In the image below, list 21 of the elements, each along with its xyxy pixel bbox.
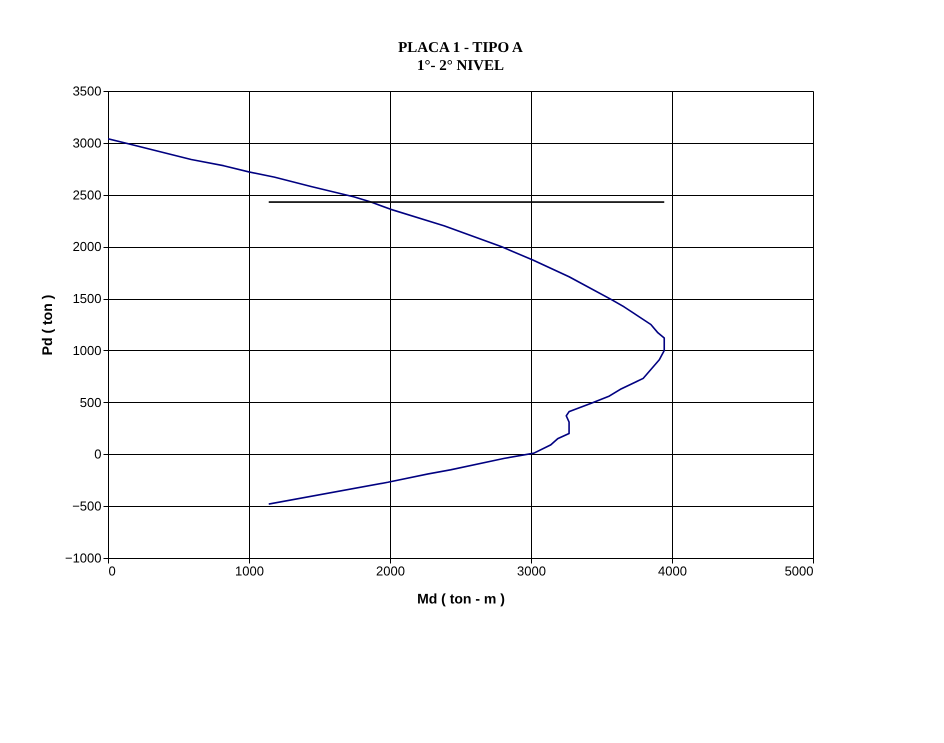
x-tick-label: 1000	[235, 564, 264, 578]
y-tick-label: 500	[80, 394, 102, 410]
y-tick-label: 3500	[72, 84, 102, 98]
line-series	[108, 138, 666, 505]
x-tick-label: 5000	[784, 564, 814, 578]
x-tick-label: 4000	[658, 564, 687, 578]
x-tick-label: 0	[108, 564, 116, 578]
x-tick-label: 3000	[517, 564, 546, 578]
y-tick-label: −1000	[64, 550, 102, 566]
y-tick-label: 2500	[72, 187, 102, 202]
y-tick-label: −500	[72, 498, 102, 514]
y-tick-label: 3000	[72, 135, 102, 150]
y-tick-label: 0	[94, 446, 102, 462]
chart-subtitle: 1°- 2° NIVEL	[416, 58, 504, 74]
y-tick-label: 1500	[72, 291, 102, 306]
chart-title: PLACA 1 - TIPO A	[398, 40, 524, 56]
y-axis-title: Pd ( ton )	[38, 294, 55, 356]
y-tick-label: 1000	[72, 342, 102, 358]
y-tick-label: 2000	[72, 239, 102, 254]
x-axis-title: Md ( ton - m )	[417, 590, 505, 606]
x-tick-label: 2000	[376, 564, 405, 578]
